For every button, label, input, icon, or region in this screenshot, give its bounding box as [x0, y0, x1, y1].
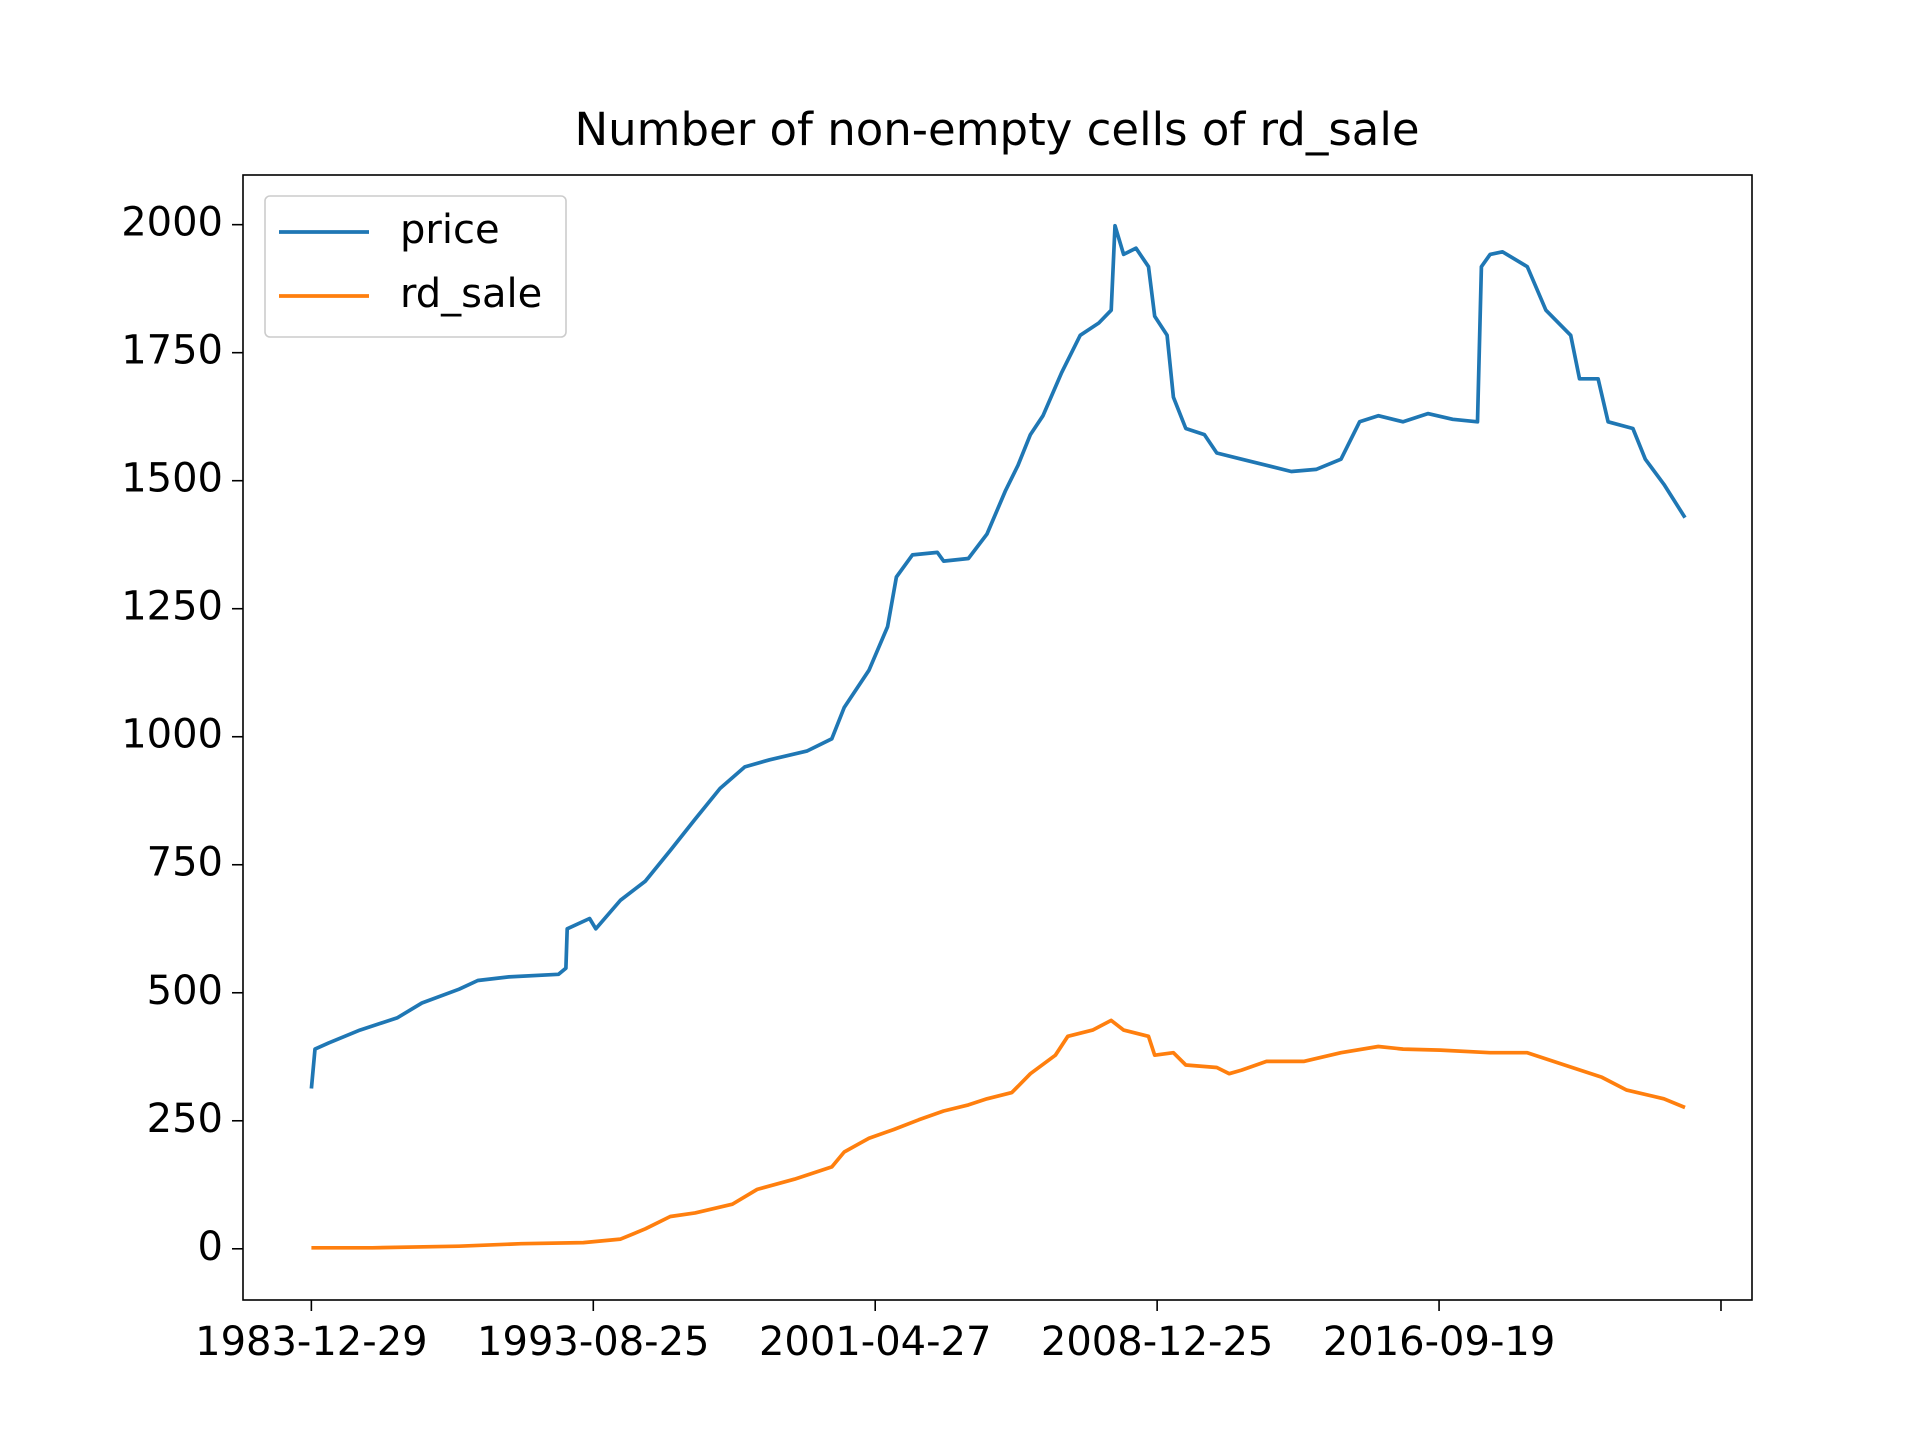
line-series	[311, 1018, 1686, 1250]
legend-label: rd_sale	[400, 271, 542, 317]
x-tick-label: 2016-09-19	[1323, 1319, 1555, 1365]
x-tick-label: 2008-12-25	[1041, 1319, 1273, 1365]
y-tick-label: 1500	[121, 456, 223, 502]
y-tick-label: 500	[147, 968, 223, 1014]
legend-label: price	[400, 207, 500, 253]
y-tick-label: 1000	[121, 712, 223, 758]
y-tick-label: 2000	[121, 200, 223, 246]
x-tick-label: 2001-04-27	[759, 1319, 991, 1365]
chart-title: Number of non-empty cells of rd_sale	[574, 103, 1419, 156]
y-tick-label: 1750	[121, 328, 223, 374]
y-tick-label: 250	[147, 1096, 223, 1142]
y-tick-label: 1250	[121, 584, 223, 630]
x-tick-label: 1983-12-29	[195, 1319, 427, 1365]
line-series	[309, 223, 1687, 1089]
y-tick-label: 750	[147, 840, 223, 886]
x-tick-label: 1993-08-25	[477, 1319, 709, 1365]
y-tick-label: 0	[198, 1224, 223, 1270]
axes-frame	[242, 174, 1753, 1301]
